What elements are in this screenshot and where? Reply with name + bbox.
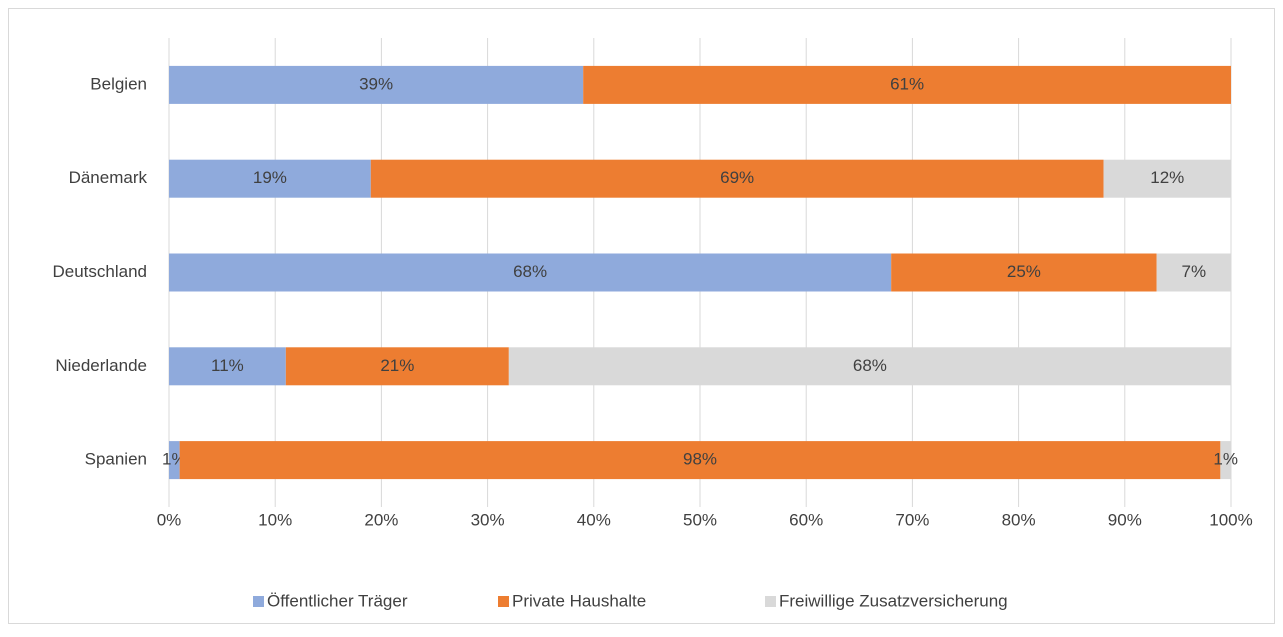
bar-segment [285,347,509,386]
x-tick-label: 100% [1209,510,1252,529]
data-label: 1% [1213,450,1238,469]
bar-segment [169,441,180,480]
y-tick-label: Belgien [90,74,147,93]
y-tick-label: Deutschland [52,262,147,281]
legend-swatch [498,596,509,607]
data-label: 21% [380,356,414,375]
data-label: 25% [1007,262,1041,281]
y-tick-label: Spanien [85,450,147,469]
bar-segment [169,65,584,104]
data-label: 12% [1150,168,1184,187]
bar-segment [169,253,892,292]
bar-segment [169,159,371,198]
data-label: 68% [853,356,887,375]
data-label: 19% [253,168,287,187]
x-tick-label: 10% [258,510,292,529]
bar-segment [891,253,1157,292]
y-tick-label: Niederlande [55,356,147,375]
x-tick-label: 20% [364,510,398,529]
bar-segment [179,441,1221,480]
data-label: 98% [683,450,717,469]
x-tick-label: 50% [683,510,717,529]
data-label: 69% [720,168,754,187]
bar-segment [169,347,286,386]
x-tick-label: 40% [577,510,611,529]
bar-segment [508,347,1232,386]
x-tick-label: 0% [157,510,182,529]
legend-label: Freiwillige Zusatzversicherung [779,591,1008,610]
x-tick-label: 30% [471,510,505,529]
legend-swatch [253,596,264,607]
data-label: 7% [1182,262,1207,281]
legend-label: Private Haushalte [512,591,646,610]
data-label: 39% [359,74,393,93]
legend-label: Öffentlicher Träger [267,591,408,610]
chart-border [8,8,1275,624]
bar-segment [583,65,1231,104]
bar-segment [1220,441,1231,480]
data-label: 61% [890,74,924,93]
x-tick-label: 70% [895,510,929,529]
bar-segment [1103,159,1231,198]
data-label: 68% [513,262,547,281]
x-tick-label: 60% [789,510,823,529]
x-tick-label: 90% [1108,510,1142,529]
data-label: 11% [211,356,244,375]
bar-segment [1156,253,1231,292]
y-tick-label: Dänemark [69,168,148,187]
x-tick-label: 80% [1002,510,1036,529]
bar-segment [370,159,1104,198]
legend-swatch [765,596,776,607]
